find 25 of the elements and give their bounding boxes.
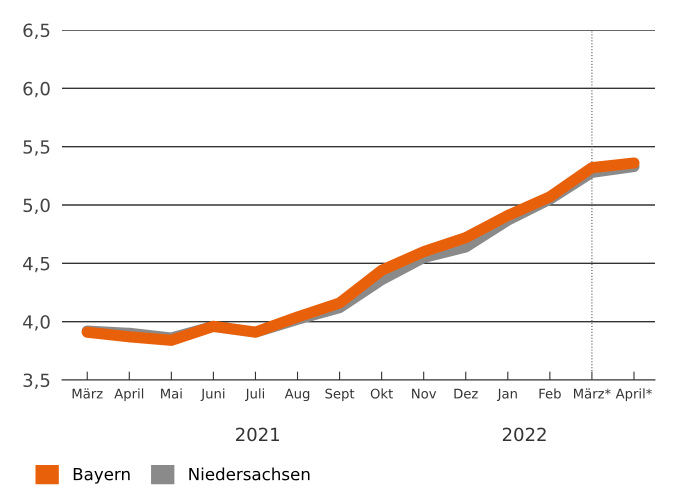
x-tick-label: April*: [616, 388, 652, 402]
y-tick-label: 3,5: [24, 373, 50, 389]
text: 2021: [236, 428, 279, 442]
x-tick-label: Dez: [454, 388, 478, 399]
text: 2022: [502, 428, 546, 442]
x-tick-label: Jan: [496, 388, 517, 402]
x-tick-label: Okt: [370, 388, 393, 399]
y-tick-label: 5,5: [24, 140, 50, 156]
x-tick-label: Aug: [284, 388, 310, 402]
y-tick-label: 6,5: [23, 23, 50, 39]
y-tick-label: 5,0: [24, 198, 50, 214]
x-tick-label: März*: [574, 388, 611, 399]
legend-label: Niedersachsen: [189, 468, 310, 480]
x-tick-label: Nov: [412, 388, 436, 399]
x-tick-label: Mai: [161, 388, 182, 399]
x-tick-label: April: [114, 388, 144, 402]
x-tick-label: Juli: [244, 388, 264, 402]
y-tick-label: 4,0: [23, 315, 50, 331]
legend-label: Bayern: [74, 468, 130, 484]
x-tick-label: Sept: [325, 388, 354, 402]
x-tick-label: Juni: [200, 388, 224, 402]
y-tick-label: 4,5: [23, 257, 50, 272]
y-tick-label: 6,0: [23, 82, 50, 98]
x-tick-label: Feb: [539, 388, 561, 399]
x-tick-label: März: [72, 388, 103, 399]
